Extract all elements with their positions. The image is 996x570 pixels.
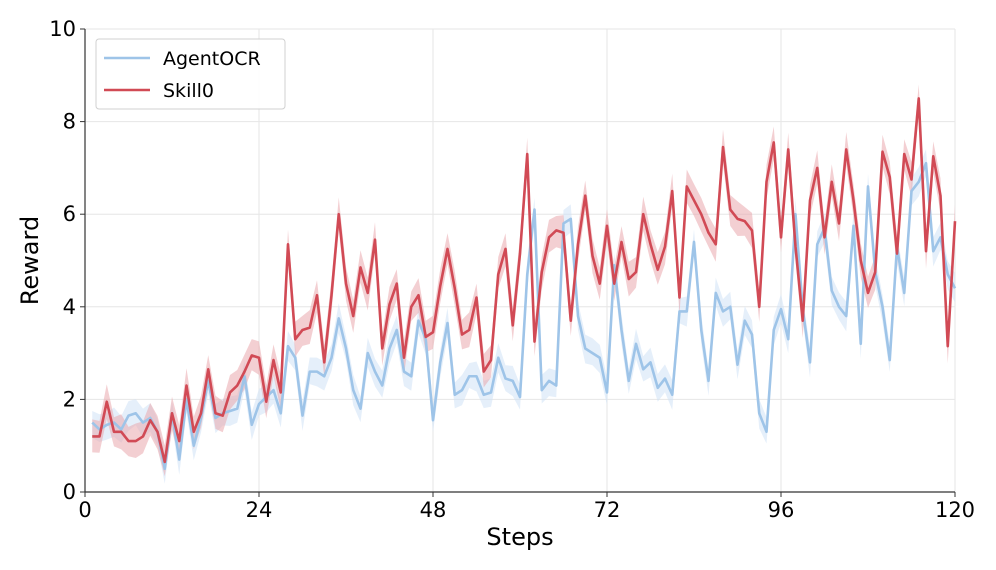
series-lines bbox=[91, 97, 957, 471]
y-tick-label: 6 bbox=[63, 202, 76, 226]
x-tick-label: 120 bbox=[935, 498, 975, 522]
axes bbox=[84, 29, 955, 493]
y-tick-label: 4 bbox=[63, 295, 76, 319]
legend: AgentOCR Skill0 bbox=[95, 38, 286, 110]
x-tick-label: 24 bbox=[246, 498, 273, 522]
x-axis-title: Steps bbox=[486, 523, 553, 551]
legend-label-skill0: Skill0 bbox=[163, 80, 214, 102]
x-tick-label: 0 bbox=[78, 498, 91, 522]
y-tick-label: 8 bbox=[63, 110, 76, 134]
legend-label-agentocr: AgentOCR bbox=[163, 48, 261, 70]
y-tick-label: 2 bbox=[63, 387, 76, 411]
y-axis-title: Reward bbox=[16, 216, 44, 305]
y-tick-label: 10 bbox=[49, 17, 76, 41]
x-tick-label: 96 bbox=[768, 498, 795, 522]
series-line-agentocr bbox=[91, 161, 957, 471]
y-tick-label: 0 bbox=[63, 480, 76, 504]
x-tick-label: 72 bbox=[594, 498, 621, 522]
x-tick-label: 48 bbox=[420, 498, 447, 522]
legend-box bbox=[95, 38, 286, 110]
series-line-skill0 bbox=[92, 97, 957, 464]
